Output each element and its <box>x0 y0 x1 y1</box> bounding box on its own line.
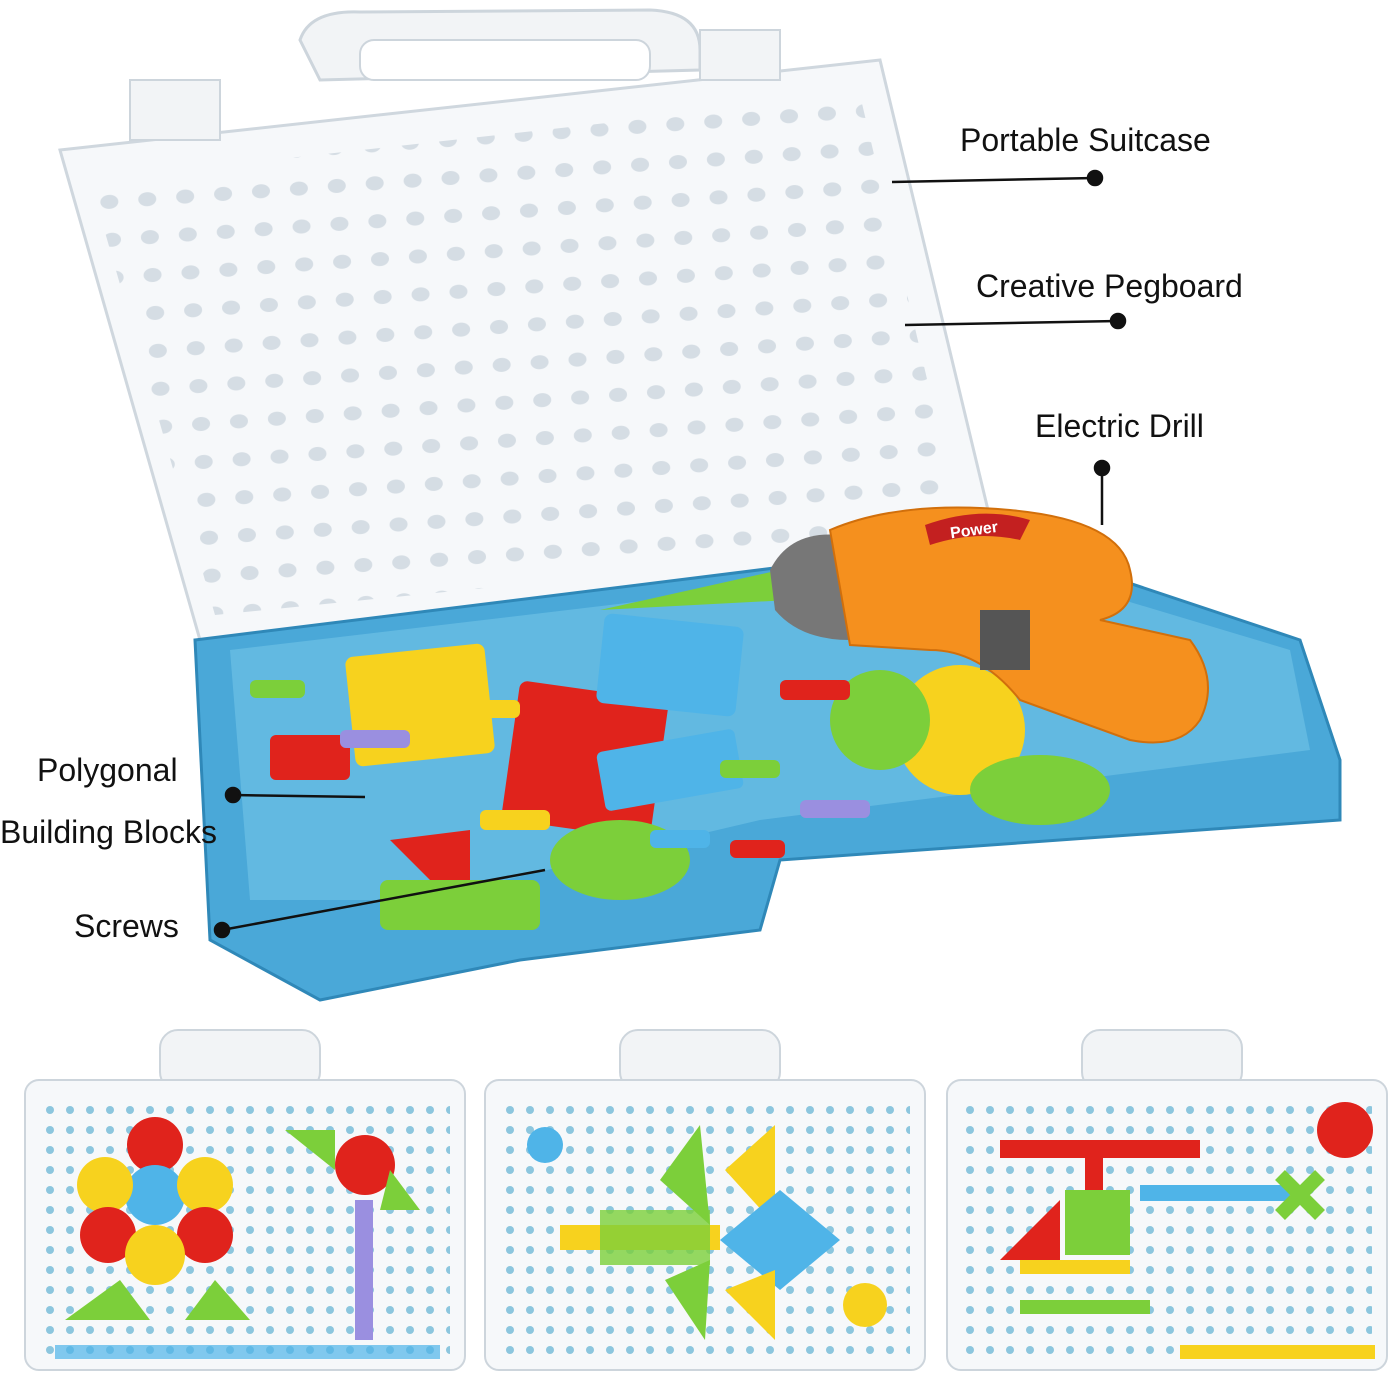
example-board-flower <box>24 1029 466 1371</box>
drill-logo <box>925 513 1030 545</box>
leader-lines <box>213 169 1127 939</box>
polygonal-building-blocks <box>270 613 1110 930</box>
portable-suitcase <box>58 8 1002 642</box>
label-screws: Screws <box>74 908 179 944</box>
example-board-helicopter <box>946 1029 1388 1371</box>
label-electric-drill: Electric Drill <box>1035 408 1204 444</box>
label-portable-suitcase: Portable Suitcase <box>960 122 1211 158</box>
screws <box>250 650 870 858</box>
label-polygonal: Polygonal <box>37 752 178 788</box>
svg-text:Power: Power <box>949 519 999 543</box>
label-creative-pegboard: Creative Pegboard <box>976 268 1243 304</box>
label-building-blocks: Building Blocks <box>0 814 217 850</box>
example-board-airplane <box>484 1029 926 1371</box>
electric-drill: Power <box>600 506 1209 744</box>
creative-pegboard <box>90 95 965 615</box>
